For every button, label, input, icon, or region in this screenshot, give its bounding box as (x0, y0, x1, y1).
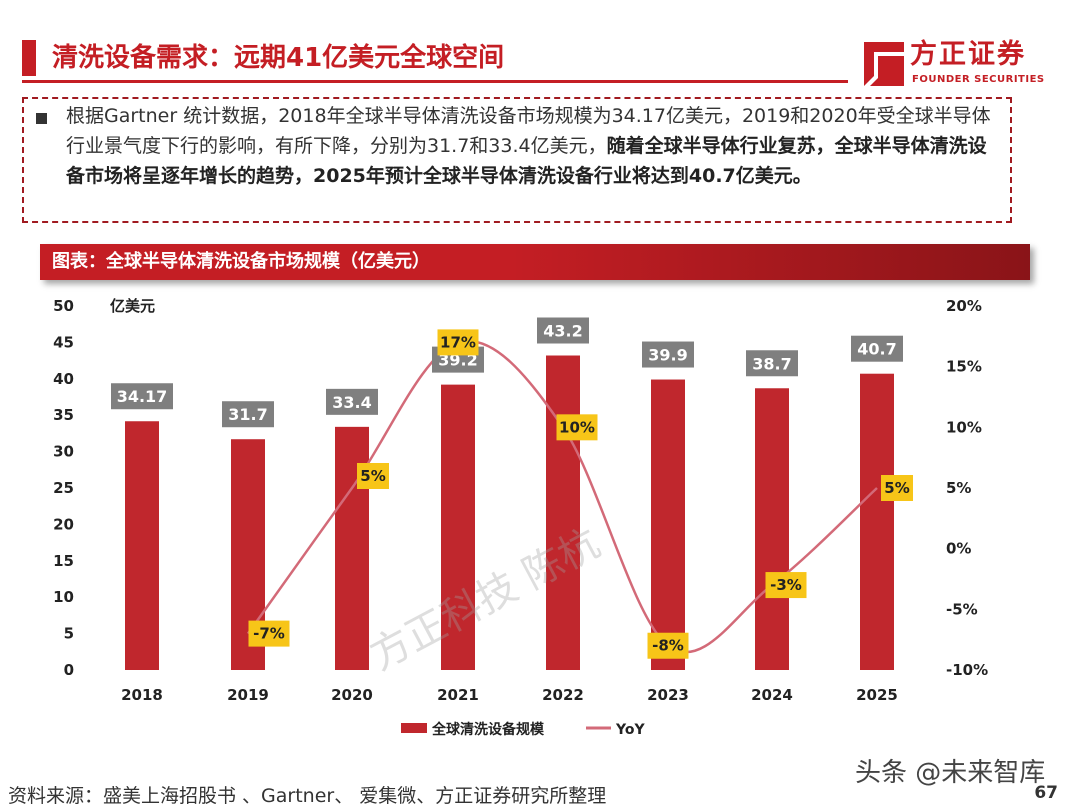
chart-header-shade (510, 244, 1030, 280)
bar-value-label-bg (642, 341, 694, 368)
chart-header-title: 图表：全球半导体清洗设备市场规模（亿美元） (52, 251, 430, 272)
y-tick-label: 25 (53, 479, 74, 497)
yoy-value-label: 17% (440, 333, 476, 351)
y-tick-label: 50 (53, 297, 74, 315)
summary-box: 根据Gartner 统计数据，2018年全球半导体清洗设备市场规模为34.17亿… (22, 97, 1012, 223)
bar-2022 (546, 355, 580, 670)
y2-tick-label: 5% (946, 479, 971, 497)
logo-text-en: FOUNDER SECURITIES (912, 74, 1045, 85)
y2-tick-label: -10% (946, 661, 988, 679)
bar-value-label: 34.17 (117, 387, 168, 406)
yoy-value-label: -7% (253, 625, 285, 643)
y-tick-label: 20 (53, 515, 74, 533)
yoy-value-label: 10% (559, 418, 595, 436)
y-tick-label: 0 (64, 661, 74, 679)
y-tick-label: 35 (53, 406, 74, 424)
yoy-value-label: -8% (652, 637, 684, 655)
x-tick-label: 2023 (647, 686, 689, 704)
legend-bar-label: 全球清洗设备规模 (431, 721, 545, 738)
summary-text: 根据Gartner 统计数据，2018年全球半导体清洗设备市场规模为34.17亿… (66, 101, 1001, 191)
bar-2018 (125, 421, 159, 670)
y-tick-label: 10 (53, 588, 74, 606)
bar-value-label-bg (326, 388, 378, 415)
yoy-value-label-bg (556, 414, 598, 441)
summary-text-normal: 根据Gartner 统计数据，2018年全球半导体清洗设备市场规模为34.17亿… (66, 105, 991, 157)
bar-value-label: 31.7 (228, 405, 267, 424)
chart-header: 图表：全球半导体清洗设备市场规模（亿美元） (40, 244, 1030, 280)
y-tick-label: 40 (53, 370, 74, 388)
yoy-value-label: -3% (770, 576, 802, 594)
page-title: 清洗设备需求：远期41亿美元全球空间 (52, 43, 505, 73)
bar-2025 (860, 373, 894, 670)
logo-text-cn: 方正证券 (910, 39, 1026, 70)
bar-2021 (441, 384, 475, 670)
bar-value-label-bg (222, 401, 274, 428)
yoy-value-label-bg (765, 572, 807, 599)
corner-watermark: 头条 @未来智库 (855, 758, 1046, 788)
yoy-value-label: 5% (360, 467, 385, 485)
bar-2024 (755, 388, 789, 670)
x-tick-label: 2025 (856, 686, 898, 704)
y2-tick-label: 15% (946, 358, 982, 376)
legend-bar-swatch (401, 723, 427, 733)
x-tick-label: 2019 (227, 686, 269, 704)
y2-tick-label: 10% (946, 418, 982, 436)
page-number: 67 (1034, 783, 1058, 803)
x-tick-label: 2018 (121, 686, 163, 704)
bar-value-label-bg (746, 350, 798, 377)
x-tick-label: 2024 (751, 686, 793, 704)
y-tick-label: 45 (53, 333, 74, 351)
source-note: 资料来源：盛美上海招股书 、Gartner、 爱集微、方正证券研究所整理 (8, 785, 607, 807)
y2-tick-label: -5% (946, 600, 978, 618)
y-tick-label: 15 (53, 552, 74, 570)
y-tick-label: 5 (64, 625, 74, 643)
yoy-value-label-bg (248, 620, 290, 647)
bar-value-label-bg (851, 335, 903, 362)
y2-tick-label: 0% (946, 540, 971, 558)
yoy-value-label-bg (357, 463, 389, 489)
x-tick-label: 2021 (437, 686, 479, 704)
founder-logo-icon (864, 42, 904, 86)
bar-2023 (651, 379, 685, 670)
title-underline (22, 80, 848, 83)
bullet-square-icon (36, 113, 47, 124)
x-tick-label: 2020 (331, 686, 373, 704)
yoy-value-label-bg (647, 632, 689, 659)
bar-value-label: 38.7 (752, 354, 791, 373)
bar-value-label-bg (537, 317, 589, 344)
bar-value-label-bg (111, 383, 173, 410)
bar-value-label: 39.9 (648, 346, 687, 365)
legend-line-label: YoY (615, 722, 645, 738)
x-tick-label: 2022 (542, 686, 584, 704)
y2-tick-label: 20% (946, 297, 982, 315)
title-accent-bar (22, 40, 36, 76)
y-axis-unit-label: 亿美元 (110, 297, 155, 315)
summary-text-bold: 随着全球半导体行业复苏，全球半导体清洗设备市场将呈逐年增长的趋势，2025年预计… (66, 135, 987, 187)
yoy-value-label: 5% (884, 479, 909, 497)
bar-value-label: 33.4 (332, 393, 371, 412)
yoy-value-label-bg (881, 475, 913, 501)
yoy-value-label-bg (437, 329, 479, 356)
y-tick-label: 30 (53, 443, 74, 461)
bar-value-label: 43.2 (543, 322, 582, 341)
bar-value-label: 40.7 (857, 340, 896, 359)
